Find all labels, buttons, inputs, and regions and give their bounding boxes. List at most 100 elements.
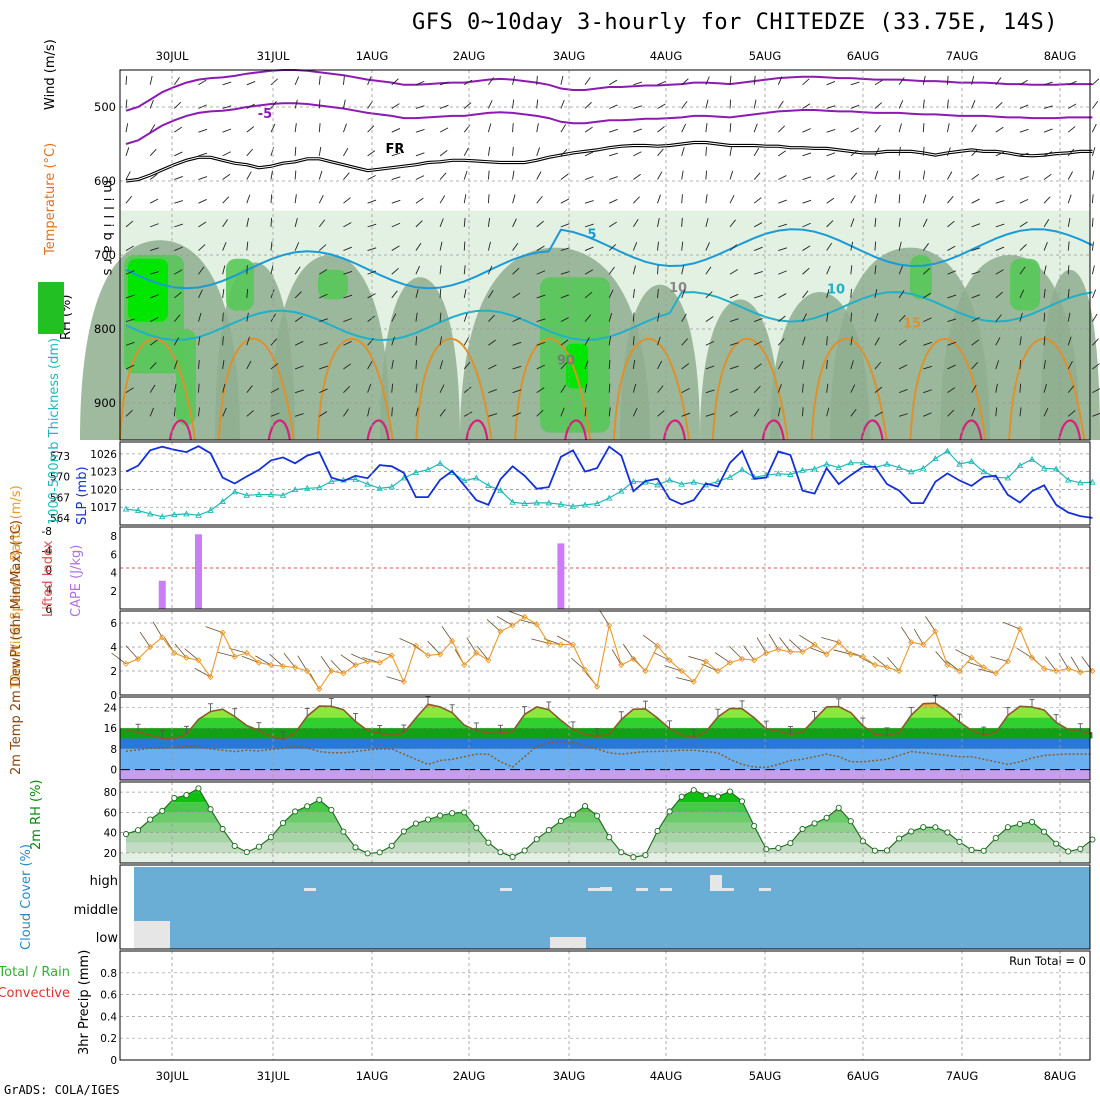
- wind-barb: [319, 365, 328, 370]
- rh-point: [956, 838, 963, 845]
- thickness-point: [158, 513, 166, 520]
- wind-barb: [1043, 288, 1046, 298]
- rh-point: [195, 785, 202, 792]
- rh-point: [883, 847, 891, 854]
- wind-barb: [898, 170, 901, 180]
- contour-label: 90: [557, 354, 575, 369]
- rh-point: [219, 825, 226, 833]
- thickness-point: [835, 464, 842, 471]
- wind-barb: [488, 413, 498, 417]
- wind-barb: [608, 383, 611, 393]
- rh-shade-bright-1: [566, 343, 588, 389]
- wind-barb: [415, 242, 422, 251]
- wind-barb: [174, 101, 182, 109]
- wind-barb: [536, 195, 543, 204]
- surface-wind-barb: [330, 660, 344, 674]
- wind-barb: [971, 198, 980, 204]
- wind-barb: [947, 270, 956, 275]
- wind-barb: [874, 147, 880, 157]
- thickness-point: [195, 511, 202, 518]
- thickness-point: [219, 498, 226, 504]
- date-label-bottom: 3AUG: [553, 1069, 586, 1083]
- wind-barb: [391, 360, 394, 370]
- wind-barb: [149, 198, 159, 204]
- surface-wind-barb: [887, 657, 900, 672]
- wind-barb: [343, 294, 353, 299]
- thickness-point: [823, 460, 830, 467]
- wind-barb: [729, 123, 732, 133]
- rh-point: [352, 844, 359, 851]
- wind-barb: [777, 338, 785, 346]
- wind-barb: [995, 101, 1003, 109]
- rh-point: [594, 812, 601, 819]
- thickness-point: [907, 468, 915, 475]
- lifted-index-axis-label: Lifted Index: [41, 540, 56, 617]
- wind-barb: [536, 364, 546, 370]
- rh-point: [521, 847, 528, 854]
- rh-point: [908, 828, 915, 835]
- wind-barb: [898, 100, 904, 109]
- wind-barb: [632, 219, 639, 228]
- thickness-point: [436, 460, 444, 466]
- wind-barb: [463, 217, 466, 227]
- rh-point: [461, 809, 468, 816]
- temp-contour-15: [217, 337, 295, 441]
- rh-point: [1028, 818, 1036, 825]
- wind-barb: [246, 194, 251, 204]
- wind-barb: [874, 217, 877, 227]
- rh-shade-green-4: [910, 255, 932, 300]
- wind-barb: [705, 340, 715, 346]
- wind-tick-label: 6: [110, 618, 117, 630]
- wind-barb: [1019, 79, 1028, 86]
- wind-barb: [947, 147, 951, 156]
- wind-barb: [609, 176, 618, 180]
- wind-speed-point: [738, 655, 746, 663]
- wind-barb: [947, 171, 953, 180]
- wind-speed-point: [799, 648, 806, 655]
- wind-barb: [463, 265, 466, 275]
- thickness-point: [303, 484, 311, 491]
- wind-barb: [947, 409, 955, 417]
- wind-barb: [995, 383, 998, 393]
- wind-speed-point: [473, 649, 480, 657]
- wind-barb: [826, 383, 829, 393]
- wind-barb: [754, 271, 763, 275]
- wind-barb: [342, 99, 346, 109]
- wind-barb: [125, 245, 134, 251]
- wind-barb: [584, 246, 594, 251]
- wind-barb: [898, 314, 906, 322]
- wind-barb: [609, 152, 618, 157]
- thickness-point: [364, 480, 371, 487]
- wind-tick-label: 4: [110, 642, 117, 654]
- rh-point: [135, 827, 142, 834]
- thickness-point: [388, 483, 396, 490]
- wind-barb: [898, 217, 901, 227]
- wind-speed-point: [581, 666, 589, 673]
- wind-barb: [850, 81, 860, 86]
- wind-speed-point: [364, 658, 371, 665]
- rh-point: [400, 828, 407, 835]
- wind-barb: [488, 290, 494, 299]
- date-label-top: 30JUL: [156, 49, 189, 63]
- wind-barb: [681, 412, 691, 417]
- wind-speed-point: [171, 649, 178, 657]
- wind-barb: [705, 242, 710, 251]
- wind-speed-point: [291, 664, 299, 671]
- thickness-point: [581, 501, 589, 508]
- rh-point: [557, 817, 564, 825]
- rh-point: [654, 827, 661, 835]
- wind-barb: [778, 270, 787, 275]
- rh-point: [569, 811, 577, 818]
- wind-barb: [246, 148, 254, 157]
- wind-barb: [1067, 410, 1076, 417]
- wind-barb: [922, 99, 925, 109]
- wind-barb: [608, 221, 617, 228]
- date-label-top: 4AUG: [650, 49, 683, 63]
- wind-barb: [705, 170, 708, 180]
- wind-barb: [1019, 359, 1022, 369]
- wind-barb: [174, 126, 183, 133]
- rh-point: [618, 849, 625, 856]
- wind-barb: [705, 146, 707, 156]
- wind-speed-point: [787, 648, 794, 655]
- wind-barb: [850, 218, 855, 228]
